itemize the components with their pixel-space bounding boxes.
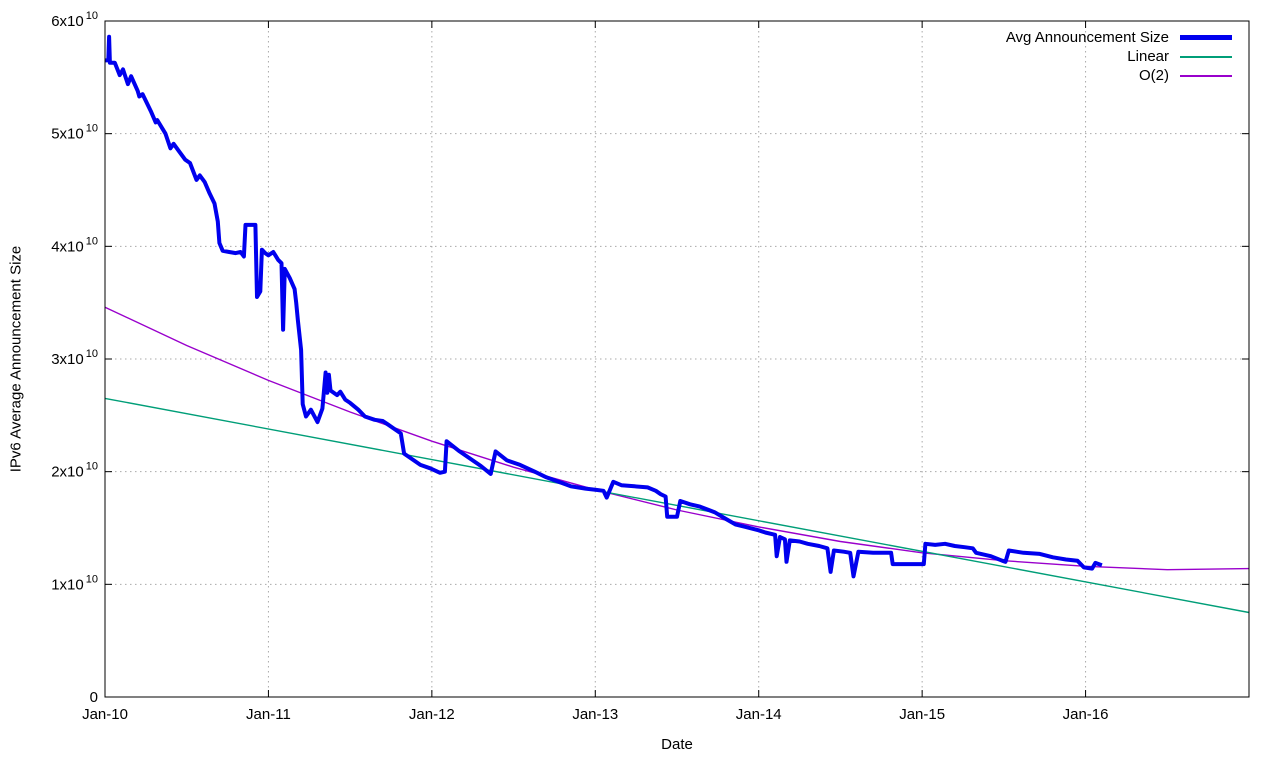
series-line-avg-announcement-size xyxy=(105,34,1103,579)
series-line-o-2- xyxy=(104,306,1250,571)
plot-border xyxy=(104,20,1250,698)
y-tick-label: 5x10 10 xyxy=(51,123,98,143)
legend-entry-linear: Linear xyxy=(1006,47,1232,66)
x-tick-label: Jan-10 xyxy=(82,706,128,723)
x-tick-label: Jan-11 xyxy=(246,706,291,723)
legend-label-o2: O(2) xyxy=(1139,67,1169,84)
legend-label-linear: Linear xyxy=(1127,48,1169,65)
y-axis-title: IPv6 Average Announcement Size xyxy=(7,245,25,473)
legend: Avg Announcement Size Linear O(2) xyxy=(1006,28,1232,85)
y-tick-label: 3x10 10 xyxy=(51,348,98,368)
legend-entry-o2: O(2) xyxy=(1006,66,1232,85)
y-tick-label: 2x10 10 xyxy=(51,461,98,481)
y-tick-label: 1x10 10 xyxy=(51,573,98,593)
legend-line-sample-linear xyxy=(1180,55,1232,58)
y-tick-label: 4x10 10 xyxy=(51,235,98,255)
x-tick-label: Jan-16 xyxy=(1063,706,1109,723)
y-tick-label: 0 xyxy=(90,689,98,706)
legend-label-avg-announcement-size: Avg Announcement Size xyxy=(1005,29,1169,46)
x-tick-label: Jan-15 xyxy=(899,706,945,723)
x-tick-label: Jan-14 xyxy=(736,706,782,723)
x-tick-label: Jan-12 xyxy=(409,706,455,723)
x-tick-label: Jan-13 xyxy=(572,706,618,723)
series-line-linear xyxy=(104,397,1250,614)
legend-entry-avg-announcement-size: Avg Announcement Size xyxy=(1006,28,1232,47)
legend-line-sample-o2 xyxy=(1180,74,1232,77)
legend-line-sample-avg-announcement-size xyxy=(1180,35,1232,40)
x-axis-title: Date xyxy=(661,736,693,753)
y-tick-label: 6x10 10 xyxy=(51,10,98,30)
